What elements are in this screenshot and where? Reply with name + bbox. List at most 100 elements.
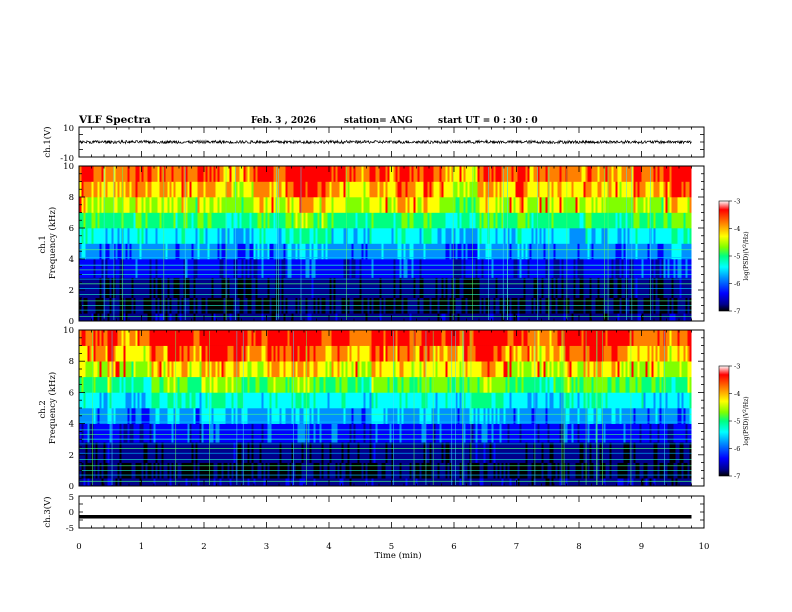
s2-cell	[201, 345, 204, 362]
s2-cell	[255, 330, 258, 346]
s1-cell	[609, 228, 612, 244]
s1-cell	[587, 313, 590, 322]
s1-cell	[687, 313, 690, 322]
s1-cell	[559, 197, 562, 213]
s2-cell	[173, 376, 176, 393]
s1-cell	[409, 212, 412, 229]
s1-cell	[441, 313, 444, 322]
s1-cell	[103, 181, 106, 198]
s1-cell	[493, 166, 496, 182]
s1-cell	[497, 166, 500, 182]
s2-cell	[181, 376, 184, 393]
s2-cell	[165, 345, 168, 362]
s1-cell	[141, 259, 144, 278]
s1-cell	[301, 313, 304, 322]
s1-cell	[319, 197, 322, 213]
s2-cell	[273, 376, 276, 393]
s1-cell	[519, 212, 522, 229]
s1-cell	[397, 277, 400, 298]
s1-cell	[97, 259, 100, 278]
s1-cell	[123, 313, 126, 322]
s1-cell	[241, 197, 244, 213]
s1-cell	[267, 228, 270, 244]
s1-cell	[683, 313, 686, 322]
s1-cell	[165, 197, 168, 213]
s1-cell	[523, 197, 526, 213]
s2-cell	[327, 361, 330, 378]
s1-cell	[449, 212, 452, 229]
s1-cell	[645, 181, 648, 198]
s2-cell	[363, 408, 366, 424]
s1-cell	[415, 212, 418, 229]
s2-cell	[387, 361, 390, 378]
s1-cell	[173, 313, 176, 322]
s2-cell	[81, 478, 84, 487]
s1-cell	[193, 228, 196, 244]
s1-cell	[393, 313, 396, 322]
s2-cell	[101, 478, 104, 487]
s1-cell	[403, 313, 406, 322]
s2-cell	[161, 442, 164, 463]
s2-cell	[119, 392, 122, 409]
s1-cell	[433, 277, 436, 298]
s1-cell	[651, 313, 654, 322]
s2-cell	[293, 478, 296, 487]
s2-cell	[369, 330, 372, 346]
s1-cell	[469, 197, 472, 213]
s1-cell	[183, 166, 186, 182]
s1-cell	[329, 181, 332, 198]
s1-cell	[353, 212, 356, 229]
s1-cell	[535, 181, 538, 198]
s2-cell	[179, 408, 182, 424]
s1-cell	[243, 259, 246, 278]
s2-cell	[295, 361, 298, 378]
s2-cell	[153, 442, 156, 463]
s2-cell	[85, 478, 88, 487]
s2-cell	[117, 392, 120, 409]
s1-cell	[379, 259, 382, 278]
s2-cell	[361, 345, 364, 362]
s1-cell	[139, 277, 142, 298]
s1-cell	[521, 243, 524, 260]
s1-cell	[269, 243, 272, 260]
s1-cell	[99, 212, 102, 229]
s1-cell	[557, 181, 560, 198]
s1-cell	[521, 259, 524, 278]
s1-cell	[349, 228, 352, 244]
s1-cell	[541, 181, 544, 198]
s1-cell	[643, 259, 646, 278]
s1-cell	[591, 212, 594, 229]
s2-cell	[155, 345, 158, 362]
s1-cell	[545, 259, 548, 278]
s1-cell	[407, 228, 410, 244]
s1-cell	[183, 277, 186, 298]
s2-cell	[393, 330, 396, 346]
s2-cell	[329, 408, 332, 424]
s1-cell	[337, 228, 340, 244]
s1-cell	[89, 181, 92, 198]
s1-cell	[251, 166, 254, 182]
s2-cell	[115, 408, 118, 424]
s1-cell	[147, 228, 150, 244]
s1-cell	[671, 212, 674, 229]
s2-cell	[219, 345, 222, 362]
s1-cell	[363, 197, 366, 213]
s1-cell	[301, 259, 304, 278]
s2-cell	[187, 442, 190, 463]
s1-cell	[215, 166, 218, 182]
s1-cell	[255, 228, 258, 244]
s1-cell	[585, 212, 588, 229]
s2-cell	[209, 478, 212, 487]
s2-cell	[315, 376, 318, 393]
s2-cell	[349, 478, 352, 487]
s2-cell	[145, 442, 148, 463]
s1-cell	[365, 212, 368, 229]
s1-cell	[495, 228, 498, 244]
s2-cell	[177, 361, 180, 378]
s1-cell	[135, 181, 138, 198]
s1-cell	[549, 277, 552, 298]
ch1-waveform-trace	[79, 139, 692, 145]
s1-cell	[371, 181, 374, 198]
s1-cell	[645, 197, 648, 213]
s1-cell	[107, 277, 110, 298]
